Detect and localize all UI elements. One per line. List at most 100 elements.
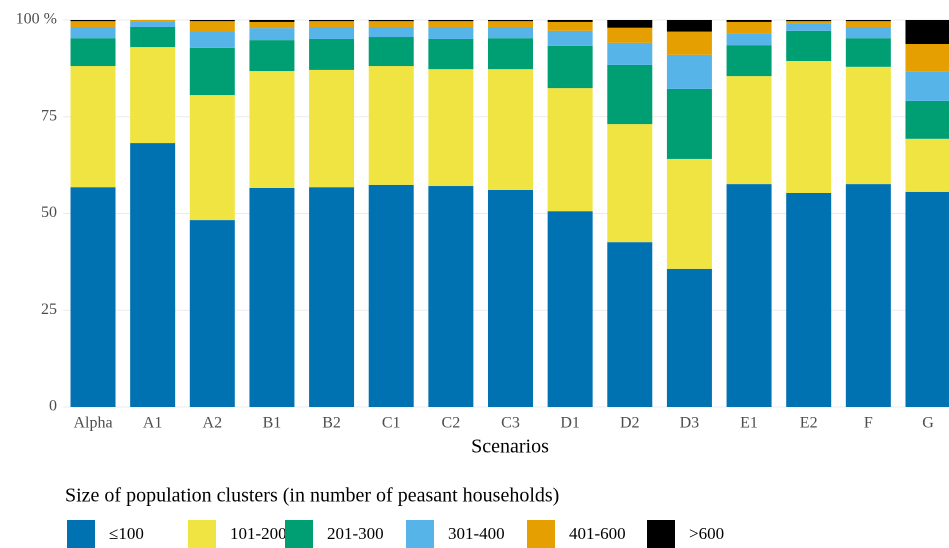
bar-segment [905,20,949,44]
bar-segment [428,186,474,407]
x-tick-label: B1 [263,415,282,432]
bar-segment [666,54,712,89]
bar-segment [845,26,891,39]
bar-segment [368,26,414,38]
bar-segment [726,33,772,46]
bar-segment [786,20,832,22]
bar-segment [845,20,891,22]
legend-title: Size of population clusters (in number o… [65,485,559,507]
bar-segment [666,20,712,32]
bar-segment [905,191,949,407]
legend-label: 101-200 [230,524,287,543]
bar-segment [249,28,295,41]
bar-segment [130,20,176,22]
bar-segment [726,21,772,34]
bar-segment [786,23,832,31]
bar-segment [607,27,653,43]
x-tick-label: D1 [560,415,580,432]
legend-swatch [647,520,675,548]
y-tick-label: 0 [49,398,57,415]
bar-segment [249,40,295,72]
x-axis-title: Scenarios [471,436,549,458]
x-tick-label: A1 [143,415,163,432]
bar-segment [189,31,235,48]
bar-segment [488,38,533,70]
legend-swatch [406,520,434,548]
bar-segment [607,64,653,125]
y-tick-label: 25 [41,301,57,318]
bar-segment [368,66,414,185]
bar-segment [368,37,414,67]
x-tick-label: C1 [382,415,401,432]
bar-segment [607,124,653,243]
bar-segment [309,20,355,22]
bar-segment [905,71,949,101]
legend-label: >600 [689,524,724,543]
bar-segment [607,42,653,65]
bar-segment [428,38,474,70]
x-tick-label: Alpha [73,415,112,432]
x-tick-label: E1 [740,415,758,432]
legend-label: ≤100 [109,524,144,543]
x-tick-label: E2 [800,415,818,432]
bar-segment [488,26,533,39]
bar-segment [607,242,653,407]
legend-swatch [285,520,313,548]
bar-segment [845,66,891,185]
bar-segment [189,20,235,22]
bar-segment [189,47,235,96]
bar-segment [666,88,712,159]
x-tick-label: D2 [620,415,640,432]
bar-segment [905,100,949,139]
bar-segment [905,138,949,192]
bar-segment [70,187,116,407]
bar-segment [249,187,295,407]
bar-segment [547,30,593,46]
bar-segment [428,69,474,187]
bar-segment [845,21,891,27]
bar-segment [368,184,414,407]
legend-swatch [67,520,95,548]
bar-segment [428,26,474,39]
bar-segment [189,220,235,407]
bar-segment [726,184,772,407]
bar-segment [666,268,712,407]
bar-segment [70,38,116,67]
bar-segment [786,192,832,407]
bar-segment [607,20,653,28]
bar-segment [368,20,414,22]
bar-segment [130,143,176,408]
bar-segment [368,21,414,27]
x-tick-label: F [864,415,873,432]
bar-segment [309,187,355,407]
bar-segment [547,20,593,22]
bar-segment [488,21,533,27]
bar-segment [249,20,295,22]
bar-segment [547,211,593,407]
legend-swatch [527,520,555,548]
bar-segment [309,21,355,27]
bar-segment [130,47,176,144]
legend-label: 301-400 [448,524,505,543]
bar-segment [428,20,474,22]
bar-segment [905,43,949,72]
bar-segment [786,21,832,24]
y-tick-label: 75 [41,107,57,124]
x-tick-label: C3 [501,415,520,432]
bar-segment [666,158,712,269]
bar-segment [726,20,772,22]
bar-segment [309,26,355,39]
bar-segment [130,26,176,48]
bar-segment [309,69,355,188]
bar-segment [547,21,593,31]
y-tick-label: 100 % [16,11,57,28]
legend-label: 201-300 [327,524,384,543]
bar-segment [249,71,295,188]
x-tick-label: A2 [203,415,223,432]
bar-segment [726,45,772,77]
x-tick-label: B2 [322,415,341,432]
y-tick-label: 50 [41,204,57,221]
bar-segment [488,189,533,407]
bar-segment [786,61,832,193]
